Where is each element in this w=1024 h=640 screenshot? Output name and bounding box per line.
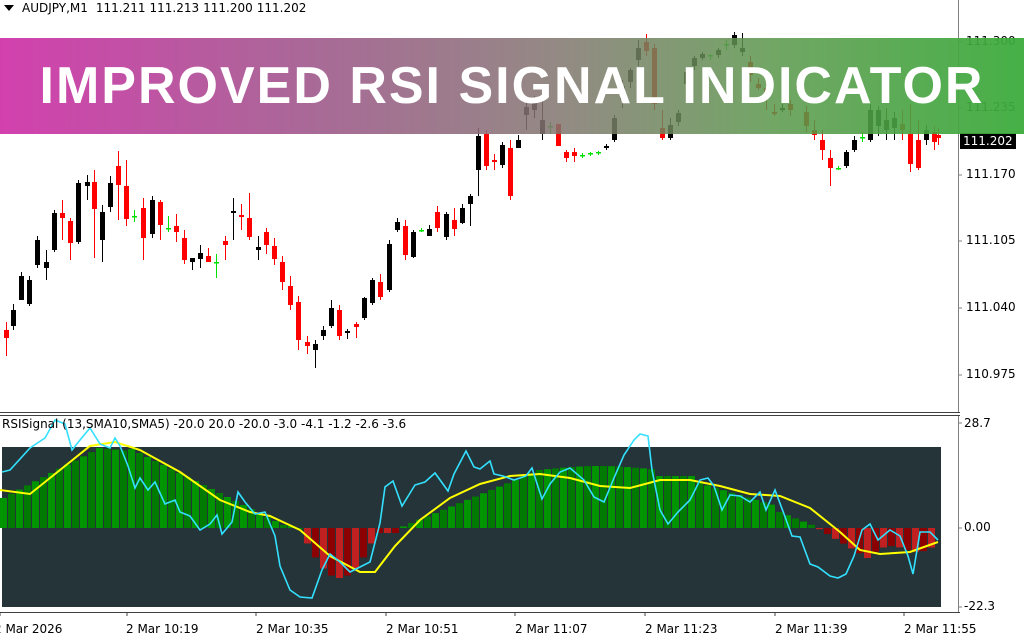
banner-title: IMPROVED RSI SIGNAL INDICATOR bbox=[39, 57, 985, 115]
time-axis-ticks bbox=[0, 612, 905, 616]
indicator-zero-label: 0.00 bbox=[964, 520, 991, 534]
time-label: 2 Mar 10:51 bbox=[386, 622, 459, 636]
ohlc-close: 111.202 bbox=[256, 1, 307, 15]
time-label: 2 Mar 11:23 bbox=[645, 622, 718, 636]
ohlc-low: 111.200 bbox=[203, 1, 253, 15]
indicator-label: RSISignal (13,SMA10,SMA5) -20.0 20.0 -20… bbox=[2, 417, 407, 431]
time-label: 2 Mar 10:35 bbox=[256, 622, 329, 636]
indicator-min-label: -22.3 bbox=[964, 599, 996, 613]
symbol-header: AUDJPY,M1 111.211 111.213 111.200 111.20… bbox=[4, 1, 306, 15]
ohlc-open: 111.211 bbox=[95, 1, 146, 15]
time-label: 2 Mar 11:07 bbox=[515, 622, 588, 636]
price-label: 111.170 bbox=[966, 167, 1016, 181]
time-label: 2 Mar 11:55 bbox=[904, 622, 977, 636]
signal-line bbox=[0, 440, 939, 573]
current-price-tag: 111.202 bbox=[960, 133, 1016, 149]
dropdown-triangle-icon[interactable] bbox=[4, 5, 14, 11]
symbol-name: AUDJPY,M1 bbox=[22, 1, 88, 15]
price-label: 110.975 bbox=[966, 367, 1016, 381]
price-label: 111.105 bbox=[966, 233, 1016, 247]
title-banner: IMPROVED RSI SIGNAL INDICATOR bbox=[0, 38, 1024, 134]
time-label: 2 Mar 2026 bbox=[0, 622, 63, 636]
time-label: 2 Mar 11:39 bbox=[775, 622, 848, 636]
price-label: 111.040 bbox=[966, 300, 1016, 314]
indicator-max-label: 28.7 bbox=[964, 416, 991, 430]
ohlc-high: 111.213 bbox=[149, 1, 200, 15]
time-label: 2 Mar 10:19 bbox=[126, 622, 199, 636]
rsi-line bbox=[1, 418, 939, 599]
